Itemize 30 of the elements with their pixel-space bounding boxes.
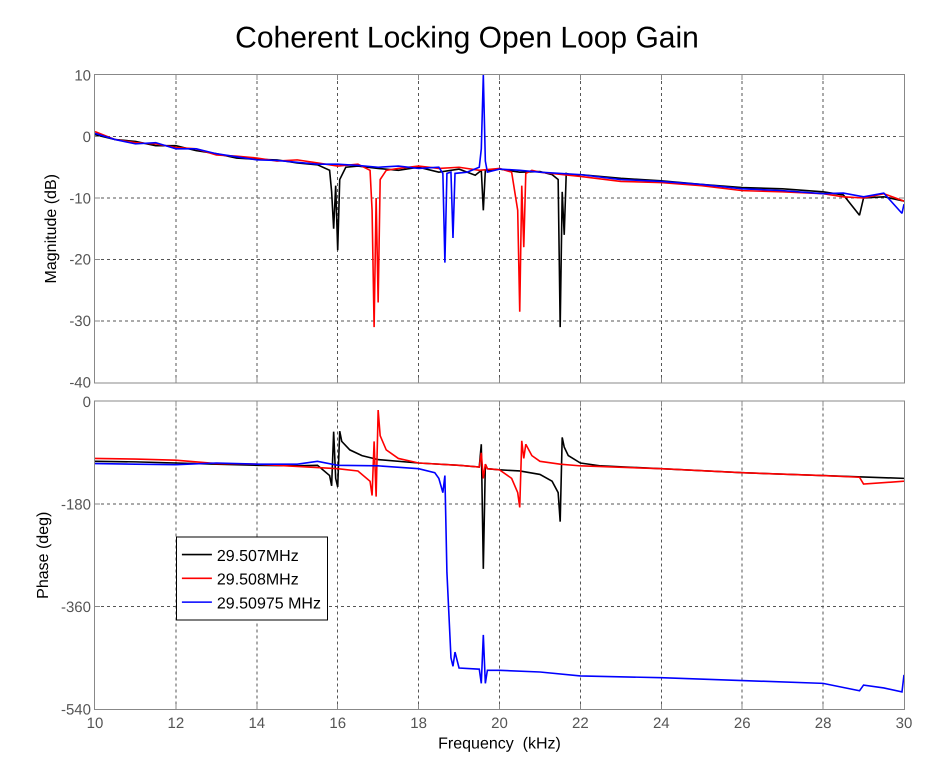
legend-label: 29.50975 MHz	[216, 595, 321, 612]
x-tick-label: 18	[410, 715, 427, 732]
y-tick-label: 0	[82, 394, 91, 411]
x-tick-label: 28	[814, 715, 832, 732]
legend-label: 29.507MHz	[216, 548, 299, 565]
y-tick-label: -40	[69, 374, 91, 392]
x-tick-label: 24	[652, 715, 670, 732]
line-series	[95, 75, 904, 264]
y-tick-label: -30	[69, 313, 91, 330]
y-tick-label: 10	[74, 67, 91, 84]
line-series	[95, 409, 904, 508]
y-tick-label: -180	[60, 496, 91, 514]
chart-title: Coherent Locking Open Loop Gain	[235, 22, 699, 55]
y-tick-label: 0	[82, 128, 91, 146]
y-tick-label: -10	[69, 190, 91, 208]
x-tick-label: 16	[329, 715, 346, 732]
x-tick-label: 14	[248, 715, 266, 732]
y-tick-label: -20	[69, 252, 91, 269]
y-axis-title: Magnitude (dB)	[43, 174, 60, 284]
y-tick-label: -540	[60, 701, 91, 718]
y-tick-label: -360	[60, 598, 91, 616]
y-axis-title: Phase (deg)	[34, 512, 52, 599]
x-tick-label: 26	[734, 715, 751, 732]
x-tick-label: 22	[572, 715, 589, 732]
legend-label: 29.508MHz	[216, 572, 299, 589]
line-series	[95, 460, 904, 693]
x-axis-title: Frequency (kHz)	[438, 736, 561, 753]
x-tick-label: 12	[168, 715, 184, 732]
x-tick-label: 30	[896, 715, 912, 732]
x-tick-label: 20	[491, 715, 508, 732]
